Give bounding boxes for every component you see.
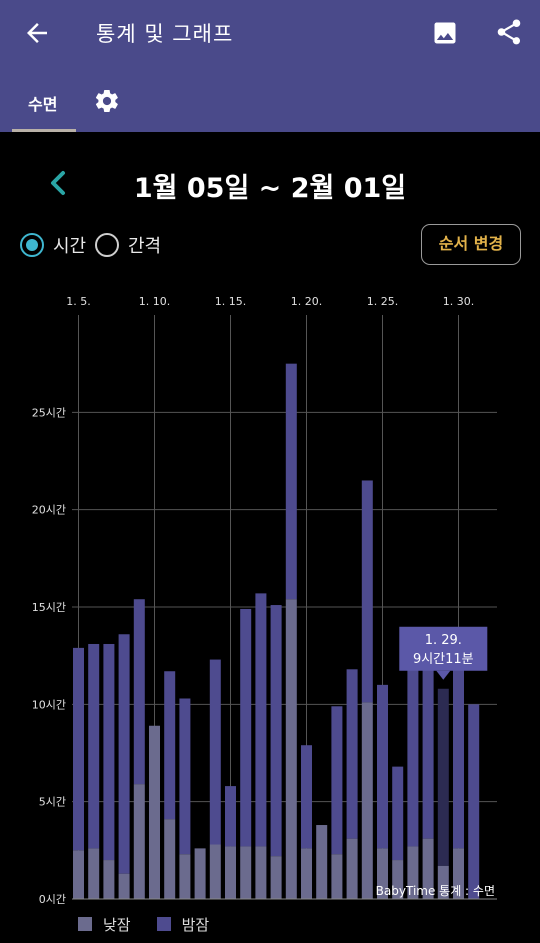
bar-night[interactable]: [118, 634, 130, 874]
radio-interval-label: 간격: [128, 236, 162, 257]
x-tick-label: 1. 30.: [443, 295, 475, 308]
bar-nap[interactable]: [209, 844, 221, 899]
bar-nap[interactable]: [346, 838, 358, 899]
share-icon[interactable]: [494, 17, 524, 47]
gear-icon[interactable]: [93, 87, 121, 115]
radio-interval[interactable]: 간격: [95, 232, 161, 258]
change-order-button[interactable]: 순서 변경: [421, 224, 521, 265]
bar-nap[interactable]: [437, 865, 449, 899]
bar-night[interactable]: [133, 599, 145, 785]
bar-night[interactable]: [392, 766, 404, 861]
y-tick-label: 10시간: [32, 698, 66, 711]
tab-sleep-label: 수면: [28, 95, 58, 114]
date-range-bar: 1월 05일 ~ 2월 01일: [0, 160, 540, 208]
bar-nap[interactable]: [240, 846, 252, 899]
bar-night[interactable]: [270, 605, 282, 857]
page-title: 통계 및 그래프: [96, 22, 234, 46]
x-tick-label: 1. 20.: [291, 295, 323, 308]
bar-nap[interactable]: [194, 848, 206, 899]
y-tick-label: 20시간: [32, 504, 66, 517]
bar-nap[interactable]: [164, 819, 176, 899]
tooltip-box: [399, 626, 488, 671]
tooltip-value: 9시간11분: [413, 652, 474, 667]
bar-nap[interactable]: [270, 856, 282, 899]
bar-night[interactable]: [361, 480, 373, 703]
radio-interval-indicator: [95, 233, 119, 257]
bar-night[interactable]: [453, 645, 464, 849]
bar-nap[interactable]: [392, 860, 404, 899]
bar-night[interactable]: [331, 706, 343, 855]
image-icon[interactable]: [431, 19, 459, 47]
chevron-left-icon[interactable]: [46, 169, 70, 197]
bar-nap[interactable]: [453, 848, 464, 899]
bar-night[interactable]: [88, 643, 100, 849]
app-bar: 통계 및 그래프: [0, 0, 540, 65]
bar-night[interactable]: [407, 663, 419, 847]
bar-nap[interactable]: [225, 846, 236, 899]
radio-time-indicator: [20, 233, 44, 257]
radio-time[interactable]: 시간: [20, 232, 86, 258]
y-tick-label: 5시간: [39, 796, 66, 809]
bar-nap[interactable]: [377, 848, 388, 899]
bar-night[interactable]: [377, 684, 388, 849]
bar-nap[interactable]: [179, 854, 191, 899]
tab-indicator: [12, 129, 76, 132]
legend-label-nap: 낮잠: [103, 915, 131, 934]
bar-night[interactable]: [346, 669, 358, 839]
bar-nap[interactable]: [149, 725, 160, 899]
y-tick-label: 25시간: [32, 406, 66, 419]
bar-nap[interactable]: [103, 860, 115, 899]
bar-night[interactable]: [422, 647, 434, 839]
bar-night[interactable]: [164, 671, 176, 820]
legend-swatch-nap: [78, 917, 92, 931]
tab-sleep[interactable]: 수면: [12, 65, 76, 132]
tab-bar: 수면: [0, 65, 540, 132]
date-range-label: 1월 05일 ~ 2월 01일: [133, 173, 407, 204]
bar-nap[interactable]: [73, 850, 84, 899]
tooltip-date: 1. 29.: [425, 633, 462, 648]
legend-swatch-night: [156, 917, 171, 931]
tooltip-pointer: [436, 670, 451, 680]
sleep-chart: 0시간 5시간 10시간 15시간 20시간 25시간 1. 5. 1. 10. 1. 15. 1…: [32, 295, 497, 905]
radio-time-label: 시간: [53, 236, 87, 257]
bar-night[interactable]: [285, 363, 297, 600]
bar-nap[interactable]: [422, 838, 434, 899]
arrow-left-icon[interactable]: [22, 18, 52, 48]
legend-label-night: 밤잠: [181, 915, 210, 934]
bar-nap[interactable]: [133, 784, 145, 899]
x-tick-label: 1. 25.: [367, 295, 399, 308]
bar-nap[interactable]: [118, 873, 130, 899]
bar-nap[interactable]: [88, 848, 100, 899]
bar-night[interactable]: [179, 698, 191, 855]
x-tick-label: 1. 5.: [66, 295, 91, 308]
bar-nap[interactable]: [255, 846, 267, 899]
x-tick-label: 1. 15.: [215, 295, 247, 308]
bar-night[interactable]: [240, 608, 252, 847]
y-tick-label: 0시간: [39, 893, 66, 905]
bar-night[interactable]: [103, 643, 115, 861]
bar-night[interactable]: [255, 593, 267, 847]
bar-night[interactable]: [301, 745, 312, 849]
x-tick-label: 1. 10.: [139, 295, 171, 308]
chart-watermark: BabyTime 통계 : 수면: [376, 884, 495, 898]
bar-night[interactable]: [437, 688, 449, 866]
bar-nap[interactable]: [301, 848, 312, 899]
chart-legend: 낮잠 밤잠: [78, 912, 235, 936]
bar-nap[interactable]: [316, 825, 328, 899]
bar-night[interactable]: [225, 786, 236, 847]
bar-night[interactable]: [468, 704, 480, 899]
bar-night[interactable]: [209, 659, 221, 845]
bar-nap[interactable]: [285, 599, 297, 899]
bar-night[interactable]: [73, 647, 84, 851]
y-tick-label: 15시간: [32, 601, 66, 614]
bar-nap[interactable]: [331, 854, 343, 899]
bar-nap[interactable]: [361, 702, 373, 899]
view-mode-row: 시간 간격 순서 변경: [0, 224, 540, 266]
bar-nap[interactable]: [407, 846, 419, 899]
